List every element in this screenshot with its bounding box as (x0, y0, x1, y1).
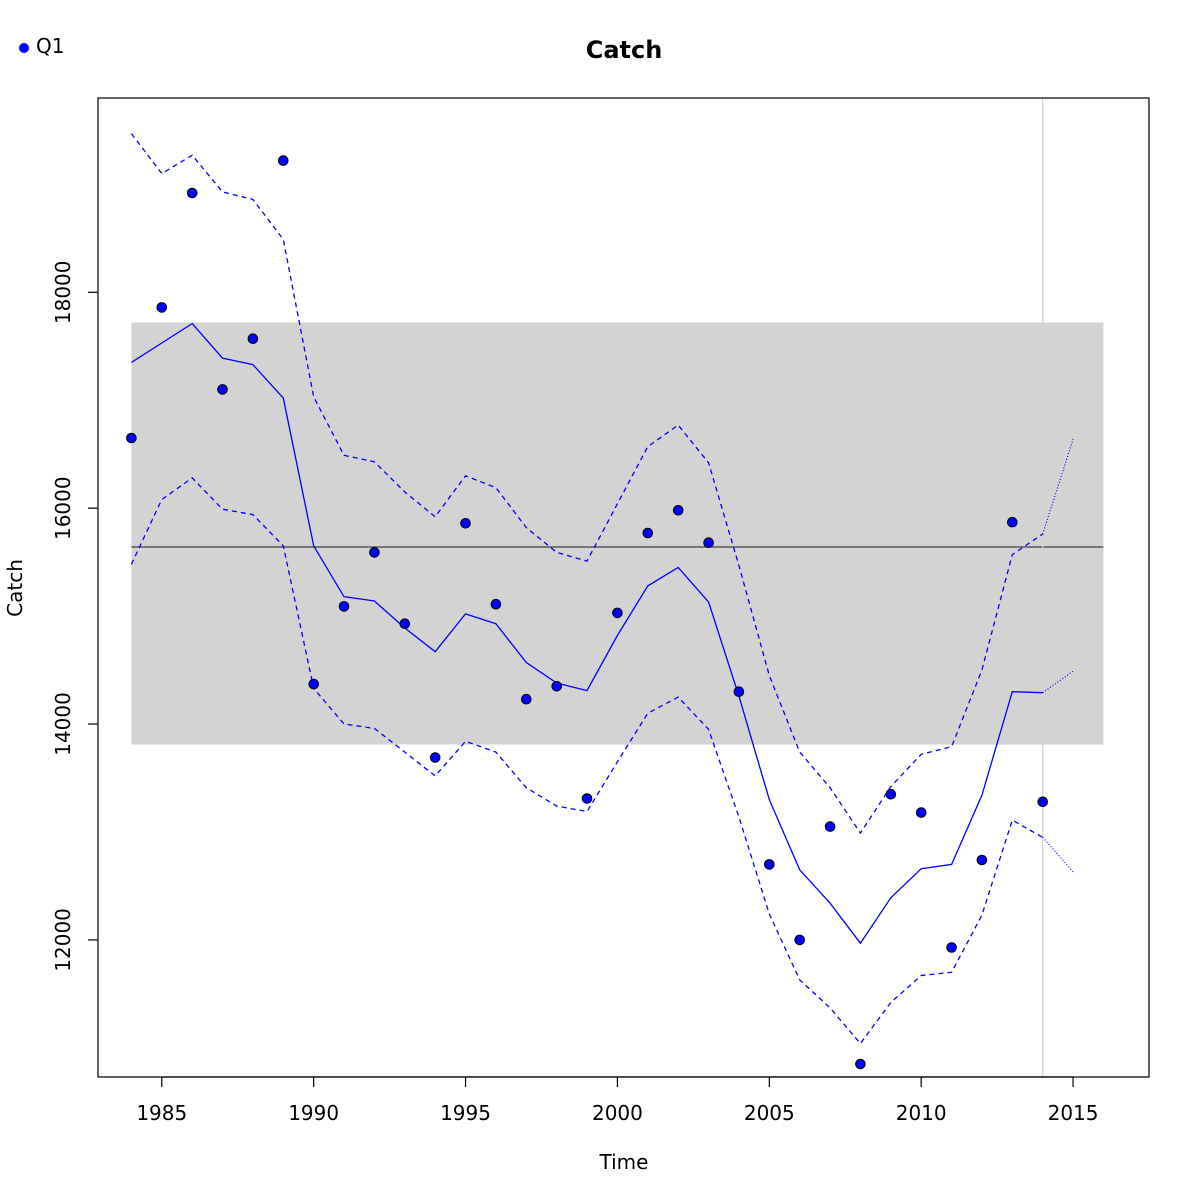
data-point (429, 752, 441, 763)
data-point (976, 854, 988, 866)
data-point (703, 537, 714, 549)
data-point (1007, 516, 1018, 528)
x-tick-label: 1990 (288, 1101, 339, 1125)
legend-label-q1: Q1 (36, 34, 64, 58)
data-point (824, 821, 836, 832)
fitted-line (131, 322, 1043, 945)
y-tick-label: 14000 (51, 692, 75, 756)
reference-band (131, 322, 1104, 745)
y-tick-label: 16000 (51, 476, 75, 540)
data-point (338, 601, 350, 612)
x-axis-label: Time (599, 1150, 649, 1174)
data-point (672, 505, 684, 516)
data-point (733, 686, 745, 698)
fitted-forecast-line (1042, 670, 1074, 694)
chart-title: Catch (586, 36, 663, 64)
legend-marker-q1 (19, 43, 29, 53)
legend: Q1 (19, 34, 64, 58)
lower-forecast-line (1042, 837, 1074, 873)
data-point (369, 547, 380, 558)
lower-bound-line (130, 477, 1044, 1045)
x-tick-label: 1985 (136, 1101, 187, 1125)
data-point (156, 302, 168, 313)
data-point (885, 788, 897, 800)
data-point (278, 155, 289, 166)
data-point (186, 187, 198, 199)
data-point (521, 693, 532, 705)
data-point (460, 518, 471, 529)
data-point (764, 859, 775, 870)
x-tick-label: 2015 (1048, 1101, 1099, 1125)
x-tick-label: 2000 (592, 1101, 643, 1125)
series-layer (126, 133, 1074, 1070)
data-point (642, 527, 654, 539)
data-point (308, 678, 320, 690)
y-tick-label: 18000 (51, 260, 75, 324)
data-point (247, 333, 259, 345)
data-point (855, 1058, 866, 1070)
x-tick-label: 2010 (896, 1101, 947, 1125)
upper-bound-line (130, 133, 1044, 835)
data-point (946, 942, 957, 953)
data-point (794, 934, 806, 946)
data-point (126, 432, 137, 444)
data-point (551, 681, 563, 692)
x-tick-label: 2005 (744, 1101, 795, 1125)
data-point (217, 384, 228, 395)
y-tick-label: 12000 (51, 908, 75, 972)
data-point (612, 607, 623, 619)
axes: 1985 1990 1995 2000 2005 2010 2015 12000 14000 16… (51, 97, 1150, 1125)
y-axis-label: Catch (3, 559, 27, 617)
plot-area (131, 98, 1104, 1077)
data-point (581, 793, 593, 804)
data-point (399, 618, 411, 630)
data-point (915, 807, 927, 818)
x-tick-label: 1995 (440, 1101, 491, 1125)
data-point (1037, 796, 1048, 808)
data-point (490, 598, 502, 610)
